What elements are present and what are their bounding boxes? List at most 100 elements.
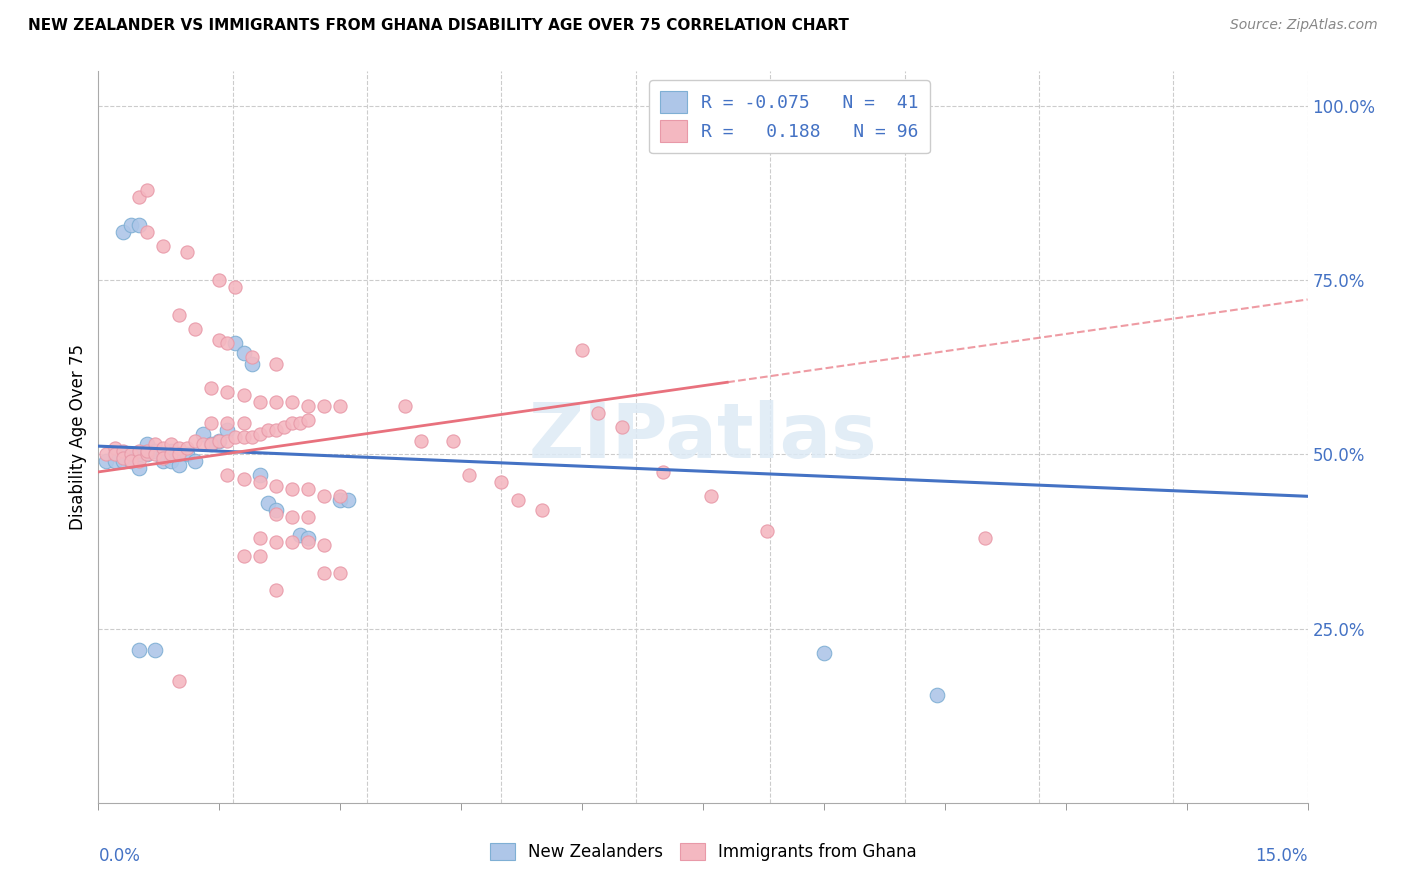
Point xyxy=(288,527,311,541)
Point xyxy=(264,534,287,549)
Point xyxy=(176,245,198,260)
Point xyxy=(135,225,157,239)
Point xyxy=(240,430,263,444)
Point xyxy=(314,566,336,580)
Point xyxy=(143,444,166,458)
Point xyxy=(329,566,352,580)
Point xyxy=(143,437,166,451)
Point xyxy=(700,489,723,503)
Point xyxy=(193,437,215,451)
Point xyxy=(249,426,271,441)
Point xyxy=(217,384,239,399)
Point xyxy=(135,437,157,451)
Point xyxy=(217,434,239,448)
Point xyxy=(167,448,190,462)
Point xyxy=(256,423,278,437)
Point xyxy=(152,450,174,465)
Point xyxy=(152,238,174,252)
Point xyxy=(217,468,239,483)
Point xyxy=(217,336,239,351)
Point xyxy=(200,416,222,430)
Point xyxy=(176,448,198,462)
Point xyxy=(281,416,304,430)
Point xyxy=(264,479,287,493)
Point xyxy=(135,444,157,458)
Point xyxy=(813,646,835,660)
Point xyxy=(160,437,183,451)
Point xyxy=(120,448,142,462)
Point xyxy=(612,419,634,434)
Point xyxy=(232,388,254,402)
Point xyxy=(208,273,231,287)
Point xyxy=(96,448,118,462)
Point xyxy=(264,357,287,371)
Point xyxy=(394,399,416,413)
Point xyxy=(297,534,319,549)
Point xyxy=(152,448,174,462)
Point xyxy=(128,461,150,475)
Point xyxy=(120,454,142,468)
Point xyxy=(167,458,190,472)
Text: ZIPatlas: ZIPatlas xyxy=(529,401,877,474)
Point xyxy=(167,308,190,322)
Point xyxy=(111,454,134,468)
Text: 0.0%: 0.0% xyxy=(98,847,141,864)
Point xyxy=(273,419,295,434)
Point xyxy=(128,454,150,468)
Point xyxy=(208,333,231,347)
Point xyxy=(232,472,254,486)
Point xyxy=(160,444,183,458)
Point xyxy=(200,437,222,451)
Text: Source: ZipAtlas.com: Source: ZipAtlas.com xyxy=(1230,18,1378,32)
Point xyxy=(167,673,190,688)
Point xyxy=(571,343,593,357)
Point xyxy=(491,475,513,490)
Point xyxy=(128,218,150,232)
Point xyxy=(297,399,319,413)
Point xyxy=(925,688,948,702)
Point xyxy=(232,430,254,444)
Point xyxy=(651,465,673,479)
Point xyxy=(314,538,336,552)
Point xyxy=(756,524,779,538)
Point xyxy=(314,399,336,413)
Point xyxy=(264,503,287,517)
Point xyxy=(193,426,215,441)
Point xyxy=(120,454,142,468)
Point xyxy=(329,489,352,503)
Point xyxy=(281,395,304,409)
Point xyxy=(208,434,231,448)
Point xyxy=(297,483,319,497)
Point xyxy=(297,510,319,524)
Point xyxy=(232,346,254,360)
Point xyxy=(530,503,553,517)
Point xyxy=(506,492,529,507)
Point xyxy=(586,406,609,420)
Point xyxy=(256,496,278,510)
Point xyxy=(111,448,134,462)
Point xyxy=(264,423,287,437)
Point xyxy=(409,434,432,448)
Point xyxy=(329,492,352,507)
Point xyxy=(240,350,263,364)
Point xyxy=(249,531,271,545)
Point xyxy=(160,454,183,468)
Point xyxy=(232,549,254,563)
Point xyxy=(249,549,271,563)
Point xyxy=(974,531,997,545)
Point xyxy=(249,475,271,490)
Point xyxy=(103,441,125,455)
Point xyxy=(232,416,254,430)
Point xyxy=(224,336,246,351)
Point xyxy=(120,448,142,462)
Point xyxy=(167,448,190,462)
Point xyxy=(264,395,287,409)
Point xyxy=(128,642,150,657)
Point xyxy=(249,468,271,483)
Point xyxy=(208,434,231,448)
Point xyxy=(135,448,157,462)
Point xyxy=(103,448,125,462)
Point xyxy=(135,448,157,462)
Point xyxy=(281,534,304,549)
Point xyxy=(176,441,198,455)
